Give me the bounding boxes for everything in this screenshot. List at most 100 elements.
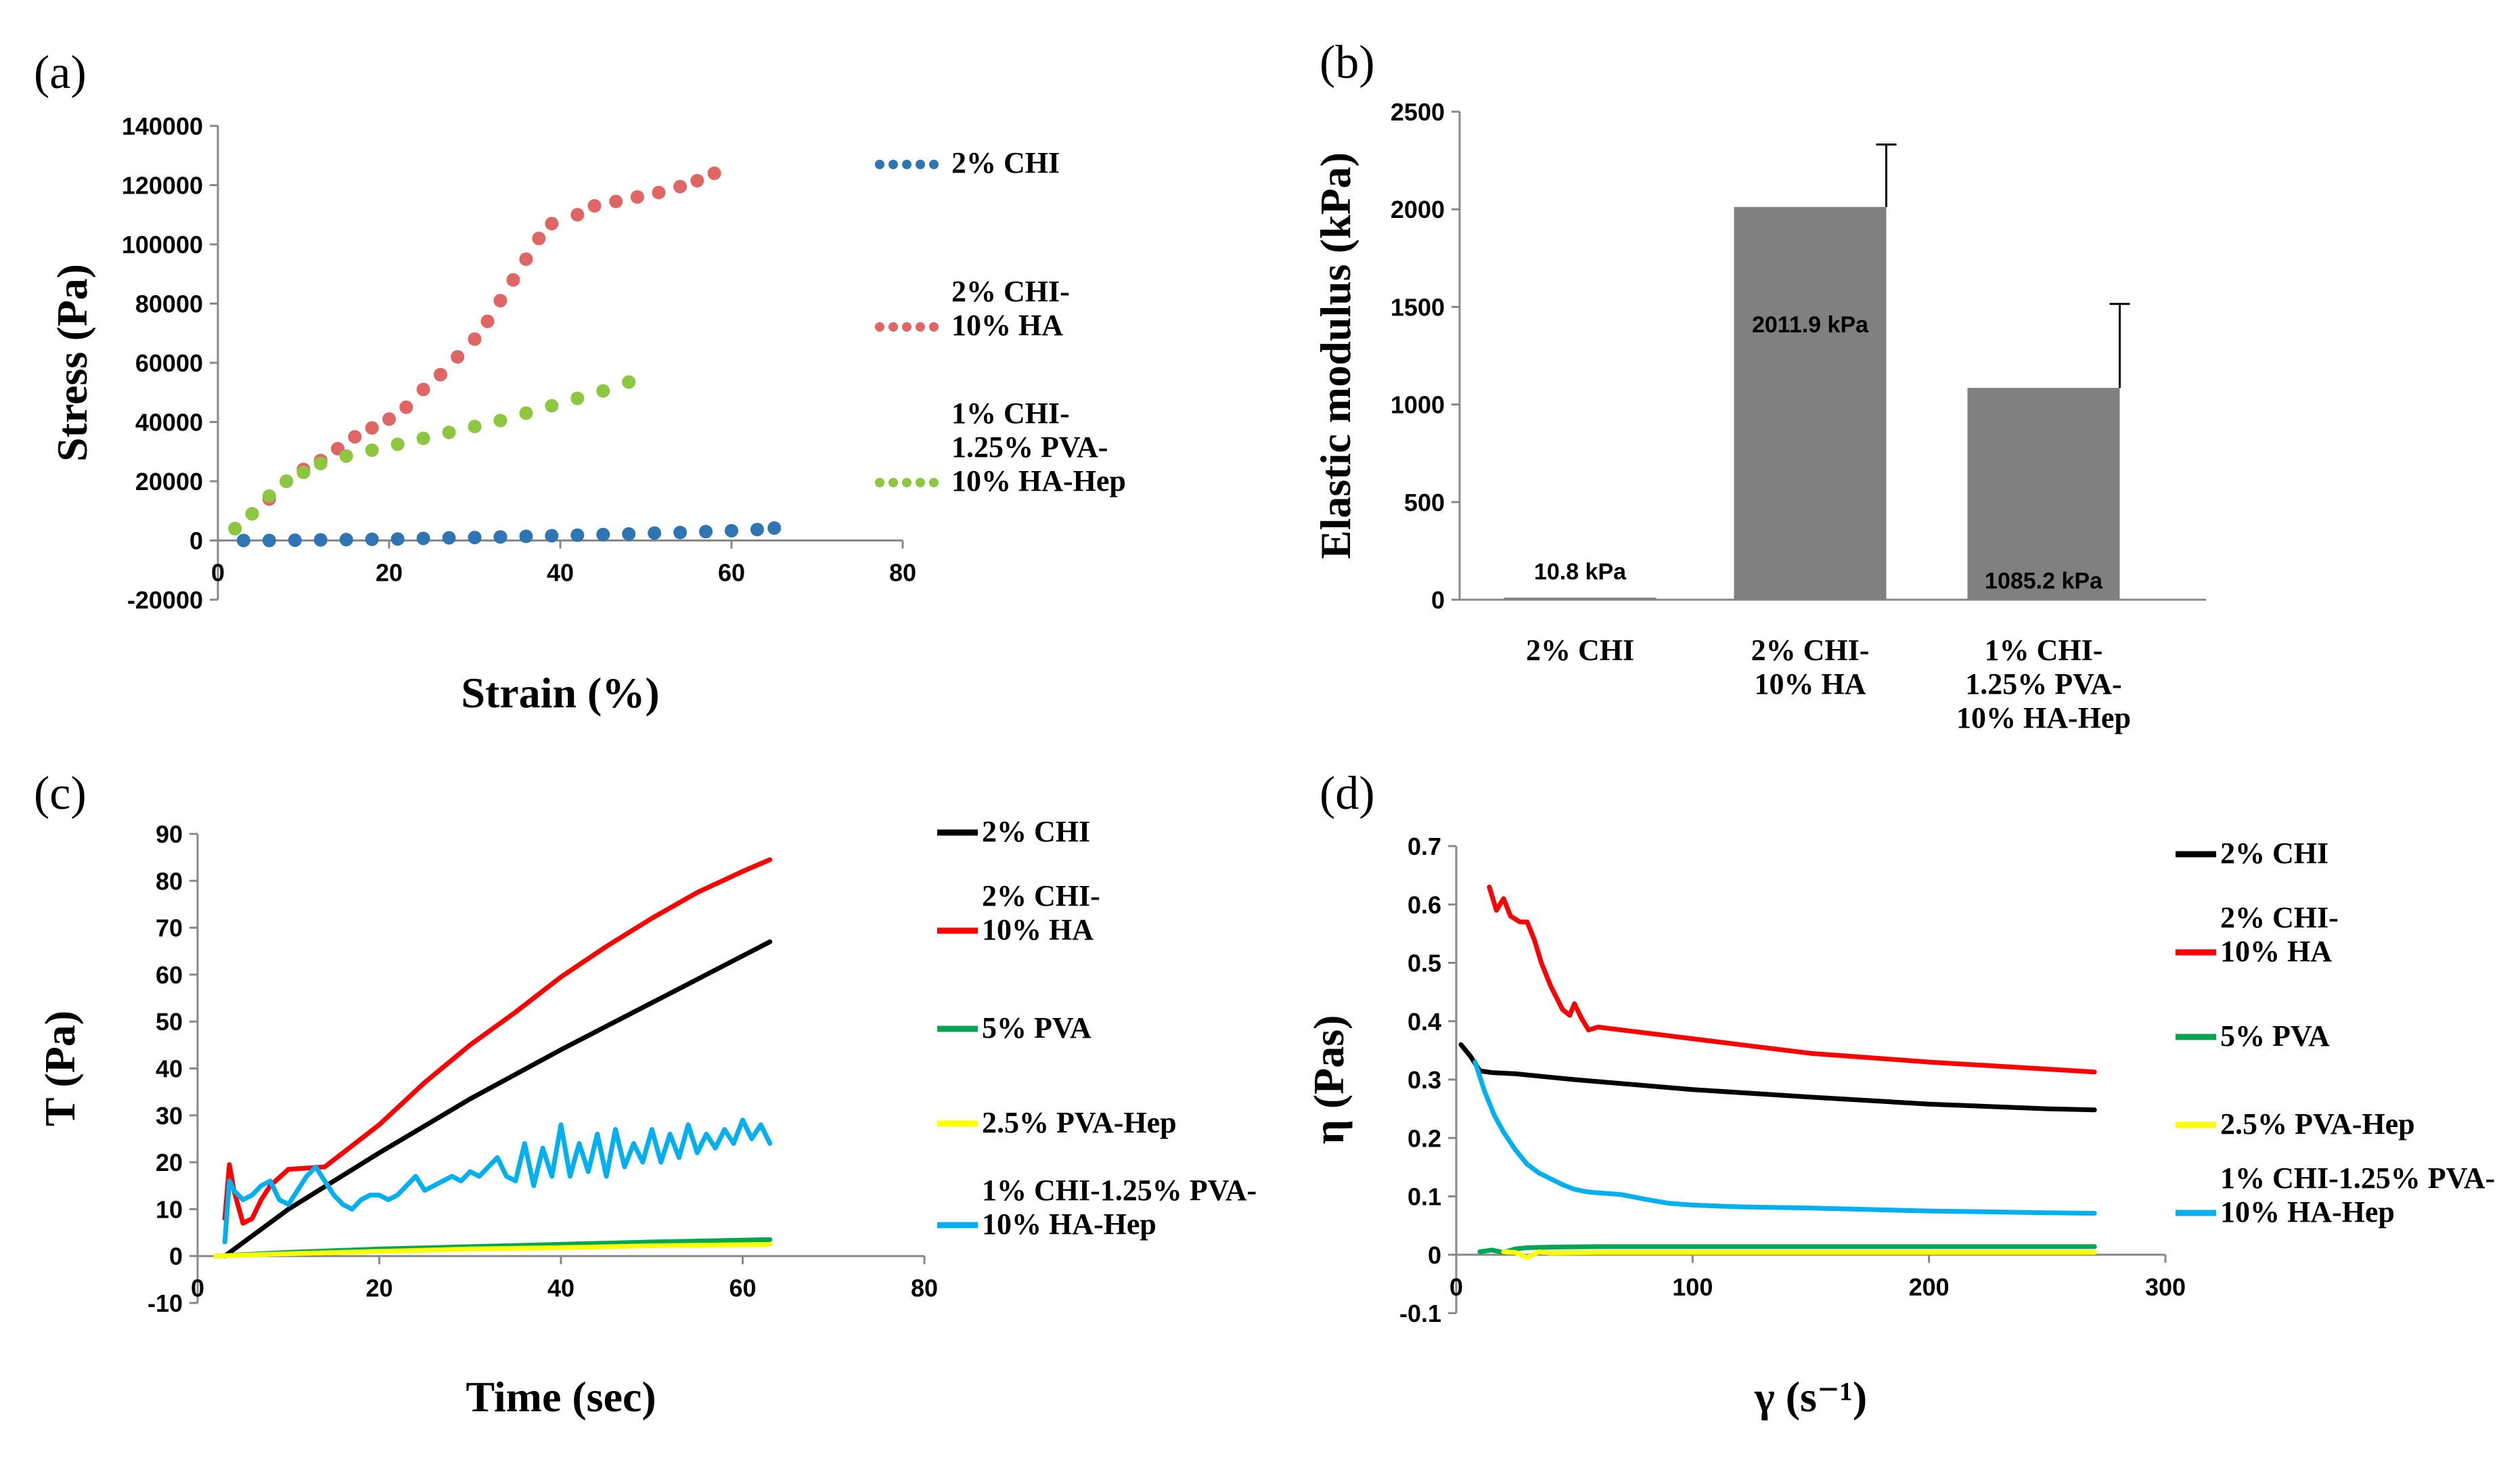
data-point bbox=[707, 167, 721, 180]
legend-item: 2.5% PVA-Hep bbox=[937, 1106, 1177, 1139]
legend-item: 1% CHI-1.25% PVA-10% HA-Hep bbox=[2176, 1162, 2495, 1229]
legend-item: 1% CHI-1.25% PVA-10% HA-Hep bbox=[937, 1174, 1257, 1241]
data-point bbox=[545, 529, 559, 543]
series-line bbox=[1458, 1042, 2097, 1113]
data-point bbox=[390, 532, 405, 546]
legend-marker bbox=[916, 478, 925, 487]
series-line bbox=[1501, 1249, 2097, 1260]
y-tick-label: 30 bbox=[156, 1102, 183, 1130]
panel-label: (a) bbox=[34, 47, 87, 99]
data-point bbox=[468, 332, 482, 346]
legend-marker bbox=[888, 478, 898, 487]
x-tick-label: 80 bbox=[889, 559, 916, 587]
y-tick-label: 0.6 bbox=[1408, 891, 1441, 919]
y-tick-label: 80 bbox=[156, 867, 183, 895]
y-tick-label: 100000 bbox=[122, 231, 203, 259]
legend-label: 2% CHI-10% HA bbox=[982, 879, 1100, 946]
data-point bbox=[506, 273, 520, 287]
series-1%-CHI--1.25%-PVA--10%-HA-Hep bbox=[228, 375, 636, 535]
panel-label: (d) bbox=[1320, 768, 1375, 820]
x-tick-label: 0 bbox=[191, 1275, 204, 1302]
y-tick-label: 0.1 bbox=[1408, 1183, 1441, 1211]
data-point bbox=[587, 199, 602, 213]
data-point bbox=[767, 521, 782, 535]
data-point bbox=[622, 527, 636, 541]
data-label: 2011.9 kPa bbox=[1752, 312, 1869, 338]
data-point bbox=[262, 533, 276, 548]
y-tick-label: 60 bbox=[156, 961, 183, 989]
x-tick-label: 2% CHI bbox=[1526, 634, 1634, 667]
x-tick-label: 40 bbox=[547, 559, 574, 587]
y-tick-label: 0 bbox=[1428, 1241, 1441, 1269]
data-point bbox=[433, 368, 447, 382]
legend-marker bbox=[902, 160, 912, 169]
data-point bbox=[532, 231, 546, 246]
data-point bbox=[630, 190, 644, 204]
y-tick-label: -0.1 bbox=[1399, 1300, 1441, 1327]
data-point bbox=[673, 525, 688, 539]
data-point bbox=[493, 294, 508, 308]
legend-label: 1% CHI-1.25% PVA-10% HA-Hep bbox=[982, 1174, 1257, 1241]
data-point bbox=[442, 425, 456, 439]
data-point bbox=[416, 531, 430, 546]
y-tick-label: 140000 bbox=[122, 112, 203, 140]
data-point bbox=[570, 528, 585, 542]
data-point bbox=[442, 531, 456, 545]
data-point bbox=[296, 465, 311, 479]
legend-marker bbox=[888, 160, 898, 169]
y-tick-label: 2000 bbox=[1391, 196, 1445, 223]
x-tick-label: 0 bbox=[211, 559, 225, 587]
series-line bbox=[213, 1241, 773, 1259]
data-point bbox=[468, 420, 482, 434]
data-point bbox=[480, 314, 495, 328]
legend-label: 2% CHI bbox=[982, 815, 1090, 848]
legend-label: 2% CHI bbox=[951, 146, 1060, 179]
y-tick-label: 40000 bbox=[135, 409, 203, 437]
x-tick-label: 60 bbox=[729, 1275, 756, 1302]
data-label: 10.8 kPa bbox=[1534, 559, 1627, 585]
legend-item: 2.5% PVA-Hep bbox=[2176, 1107, 2415, 1141]
data-point bbox=[570, 208, 585, 222]
y-tick-label: 0.7 bbox=[1408, 833, 1441, 860]
legend-marker bbox=[875, 478, 884, 487]
data-point bbox=[545, 399, 559, 413]
data-point bbox=[596, 384, 610, 398]
y-tick-label: 0.5 bbox=[1408, 950, 1441, 977]
data-point bbox=[339, 449, 353, 463]
data-point bbox=[348, 430, 362, 444]
series-line bbox=[222, 857, 773, 1226]
y-axis-title: η (Pas) bbox=[1305, 1015, 1353, 1145]
series-line bbox=[222, 1118, 773, 1245]
data-point bbox=[652, 185, 666, 200]
x-tick-label: 1% CHI-1.25% PVA-10% HA-Hep bbox=[1956, 634, 2131, 734]
y-axis-title: T (Pa) bbox=[36, 1011, 84, 1126]
y-axis-title: Elastic modulus (kPa) bbox=[1311, 152, 1359, 559]
data-point bbox=[313, 533, 328, 547]
panel-a: (a) -20000 0 20000 40000 60000 80000 100000 1200… bbox=[34, 47, 1126, 717]
panel-d: (d) -0.1 0 0.1 0.2 0.3 0.4 0.5 0.6 0.7 0 100 200 300 γ… bbox=[1305, 768, 2495, 1421]
y-tick-label: 50 bbox=[156, 1008, 183, 1036]
data-point bbox=[236, 533, 250, 548]
data-point bbox=[451, 350, 465, 364]
series-2%-CHI bbox=[236, 521, 782, 548]
panel-label: (c) bbox=[34, 768, 87, 820]
data-point bbox=[339, 533, 353, 547]
y-tick-label: 10 bbox=[156, 1195, 183, 1223]
legend-item: 2% CHI-10% HA bbox=[937, 879, 1100, 946]
bar bbox=[1504, 597, 1657, 600]
legend-label: 5% PVA bbox=[982, 1011, 1092, 1044]
y-tick-label: 1000 bbox=[1391, 391, 1445, 419]
legend-label: 2% CHI bbox=[2220, 837, 2328, 870]
panel-label: (b) bbox=[1320, 37, 1375, 89]
data-point bbox=[399, 400, 413, 414]
legend-marker bbox=[875, 322, 884, 332]
y-axis-title: Stress (Pa) bbox=[48, 264, 96, 462]
legend-marker bbox=[929, 478, 939, 487]
bar bbox=[1967, 388, 2120, 600]
y-tick-label: 20 bbox=[156, 1149, 183, 1176]
data-point bbox=[750, 523, 764, 537]
x-tick-label: 2% CHI-10% HA bbox=[1751, 634, 1870, 701]
x-axis-title: Time (sec) bbox=[466, 1373, 656, 1421]
legend-marker bbox=[902, 478, 912, 487]
